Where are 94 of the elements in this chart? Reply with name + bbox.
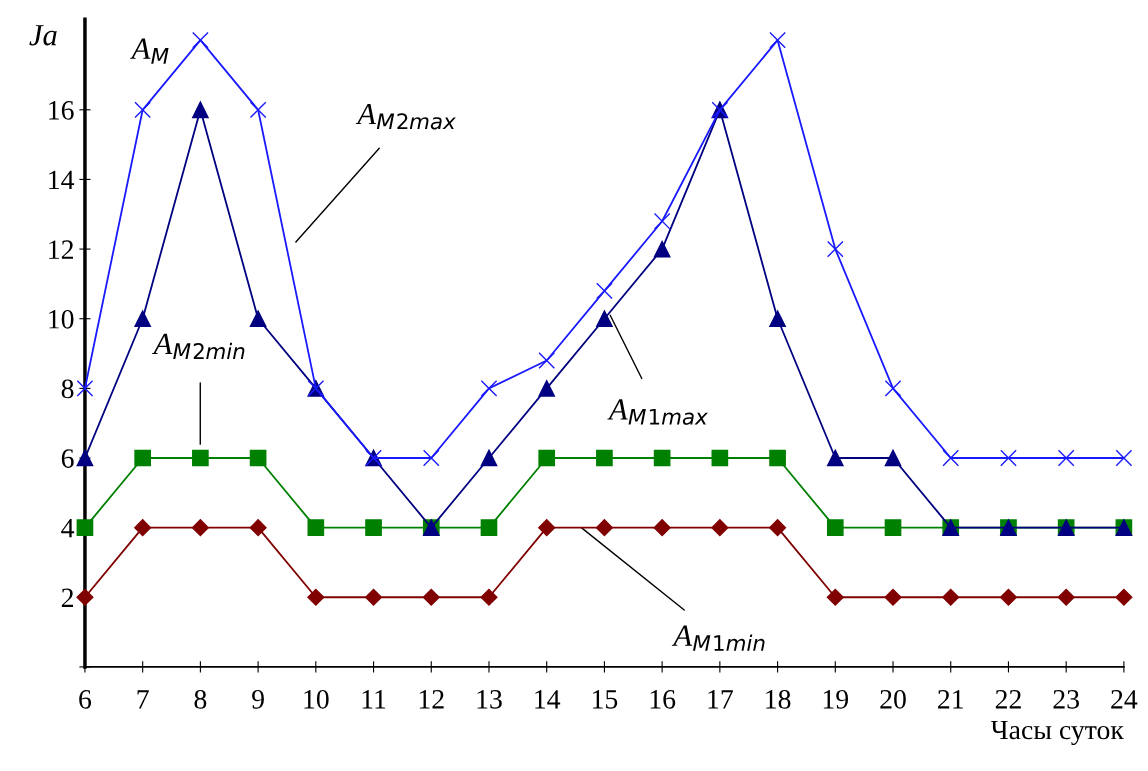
point [538, 380, 556, 397]
x-tick-label: 6 [79, 690, 92, 709]
point [1115, 588, 1133, 606]
x-tick-label: 20 [880, 689, 906, 709]
point [1057, 449, 1075, 467]
y-tick-label: 12 [49, 240, 73, 259]
point [307, 588, 325, 606]
point [884, 588, 902, 606]
y-tick-label: 4 [61, 518, 75, 538]
point [942, 449, 960, 467]
point [942, 588, 960, 606]
x-tick-label: 14 [535, 690, 561, 709]
point [653, 240, 671, 258]
point [769, 519, 787, 537]
point [480, 380, 498, 397]
x-axis-title: Часы суток [990, 720, 1124, 746]
point [249, 310, 267, 328]
point [884, 449, 902, 467]
point [538, 449, 556, 467]
point [365, 519, 382, 536]
x-tick-label: 24 [1111, 690, 1138, 709]
y-tick-label: 10 [49, 309, 74, 329]
point [134, 519, 152, 537]
point [711, 519, 729, 537]
annotation: A$_{M2min}$ [152, 333, 245, 359]
point [826, 449, 844, 467]
point [538, 352, 556, 369]
point [192, 449, 209, 467]
y-tick-label: 16 [49, 101, 74, 120]
point [826, 240, 844, 258]
x-tick-label: 9 [252, 690, 264, 709]
x-tick-label: 22 [995, 690, 1021, 709]
point [769, 310, 786, 328]
point [826, 588, 844, 606]
annotation: A$_{M2max}$ [355, 103, 456, 130]
x-tick-label: 11 [362, 690, 386, 709]
point [76, 380, 94, 397]
point [769, 31, 786, 49]
point [76, 588, 94, 606]
point [595, 519, 613, 537]
point [596, 310, 613, 328]
x-tick-label: 8 [194, 689, 207, 709]
point [480, 519, 498, 536]
point [192, 101, 209, 119]
point [884, 519, 902, 536]
point [653, 212, 671, 230]
point [999, 588, 1018, 606]
x-tick-label: 16 [650, 690, 676, 709]
point [596, 449, 613, 467]
annotation: A$_{M1min}$ [671, 625, 765, 651]
point [422, 449, 440, 467]
point [538, 519, 556, 537]
annotation: A$_{M}$ [130, 38, 169, 64]
y-tick-label: 8 [61, 379, 74, 399]
point [769, 449, 786, 467]
point [191, 519, 209, 537]
point [653, 449, 671, 467]
point [480, 449, 498, 467]
point [596, 282, 613, 300]
point [134, 449, 152, 467]
point [711, 449, 729, 467]
x-tick-label: 21 [938, 690, 963, 709]
point [76, 449, 94, 467]
point [364, 588, 383, 606]
y-tick-label: 6 [61, 449, 74, 468]
point [422, 588, 440, 606]
point [192, 31, 209, 49]
point [826, 519, 844, 536]
point [1057, 588, 1075, 606]
x-tick-label: 17 [708, 690, 733, 709]
x-tick-label: 19 [823, 690, 849, 709]
point [1115, 449, 1133, 467]
y-tick-label: 2 [61, 588, 73, 607]
point [249, 101, 267, 119]
x-tick-label: 12 [419, 690, 444, 709]
x-tick-label: 7 [137, 690, 149, 709]
point [134, 310, 152, 328]
x-tick-label: 10 [304, 689, 329, 709]
point [884, 380, 902, 397]
point [76, 519, 94, 536]
x-tick-label: 18 [766, 689, 791, 709]
point [653, 519, 671, 537]
point [134, 101, 152, 119]
x-tick-label: 23 [1053, 690, 1079, 709]
point [480, 588, 498, 606]
y-axis-title: Ja [29, 25, 57, 46]
x-tick-label: 13 [477, 690, 502, 709]
point [249, 519, 267, 537]
point [249, 449, 267, 467]
point [307, 519, 325, 536]
y-tick-label: 14 [49, 170, 75, 190]
point [1000, 449, 1017, 467]
x-tick-label: 15 [592, 690, 618, 709]
annotation: A$_{M1max}$ [607, 399, 708, 425]
